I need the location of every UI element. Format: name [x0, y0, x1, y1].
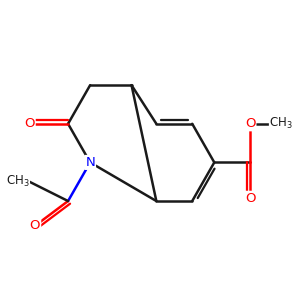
Text: O: O: [24, 117, 35, 130]
Text: N: N: [85, 156, 95, 169]
Text: O: O: [245, 192, 255, 205]
Text: O: O: [30, 219, 40, 232]
Text: CH$_3$: CH$_3$: [6, 174, 29, 189]
Text: O: O: [245, 117, 255, 130]
Text: CH$_3$: CH$_3$: [269, 116, 293, 131]
